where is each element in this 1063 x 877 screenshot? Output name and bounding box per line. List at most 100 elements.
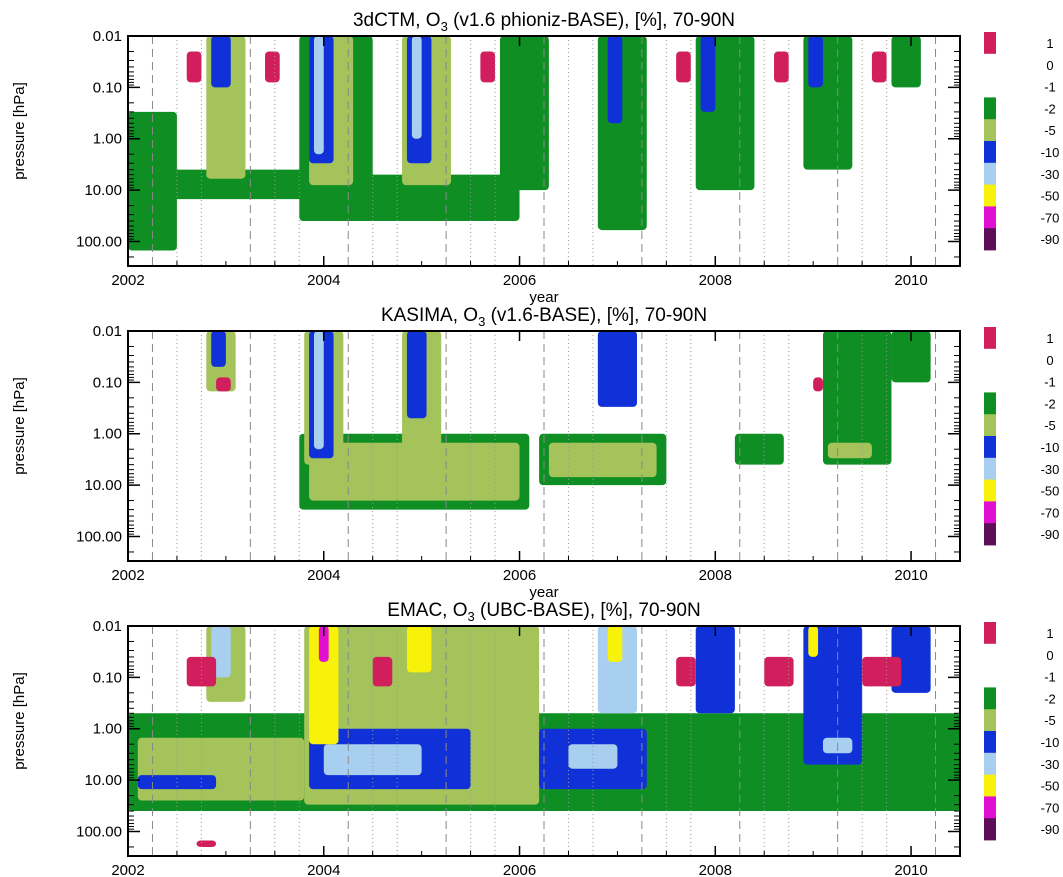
- y-tick-label: 100.00: [76, 528, 122, 545]
- x-tick-label: 2006: [503, 567, 536, 584]
- contour-region: [548, 442, 657, 478]
- y-axis-label: pressure [hPa]: [11, 82, 28, 180]
- colorbar-label: -50: [1041, 779, 1060, 794]
- y-tick-label: 0.01: [93, 28, 122, 45]
- contour-region: [734, 433, 784, 465]
- y-tick-label: 0.10: [93, 669, 122, 686]
- colorbar-segment: [984, 479, 996, 502]
- colorbar-segment: [984, 414, 996, 437]
- contour-region: [186, 51, 202, 83]
- y-tick-label: 10.00: [84, 772, 122, 789]
- y-tick-label: 10.00: [84, 182, 122, 199]
- y-tick-label: 1.00: [93, 426, 122, 443]
- contour-region: [774, 51, 789, 83]
- contour-region: [822, 331, 892, 465]
- x-tick-label: 2010: [894, 567, 927, 584]
- y-tick-label: 0.10: [93, 374, 122, 391]
- colorbar-segment: [984, 774, 996, 797]
- colorbar-segment: [984, 162, 996, 185]
- y-tick-label: 10.00: [84, 477, 122, 494]
- contour-region: [309, 626, 339, 745]
- contour-region: [318, 626, 329, 662]
- x-tick-label: 2002: [111, 272, 144, 289]
- colorbar-label: -10: [1041, 735, 1060, 750]
- colorbar-label: -70: [1041, 505, 1060, 520]
- y-tick-label: 0.01: [93, 323, 122, 340]
- colorbar-segment: [984, 75, 996, 98]
- contour-region: [196, 840, 217, 847]
- colorbar: 1 0 -1 -2 -5 -10 -30 -50 -70 -90: [984, 327, 1060, 546]
- y-tick-label: 100.00: [76, 823, 122, 840]
- x-tick-label: 2006: [503, 272, 536, 289]
- colorbar-segment: [984, 370, 996, 393]
- colorbar-label: -30: [1041, 462, 1060, 477]
- x-tick-label: 2002: [111, 862, 144, 877]
- colorbar-label: -10: [1041, 440, 1060, 455]
- contour-region: [568, 744, 618, 769]
- contour-region: [607, 36, 623, 124]
- colorbar-segment: [984, 818, 996, 841]
- contour-region: [607, 626, 623, 662]
- colorbar-label: -90: [1041, 527, 1060, 542]
- colorbar-label: -2: [1044, 101, 1056, 116]
- colorbar-label: -70: [1041, 800, 1060, 815]
- contour-region: [480, 51, 496, 83]
- x-tick-label: 2010: [894, 862, 927, 877]
- plot-area: [128, 331, 960, 561]
- contour-region: [211, 331, 226, 367]
- x-tick-label: 2002: [111, 567, 144, 584]
- chart-title: EMAC, O3 (UBC-BASE), [%], 70-90N: [387, 600, 700, 624]
- colorbar-segment: [984, 97, 996, 120]
- colorbar-segment: [984, 523, 996, 546]
- colorbar-segment: [984, 731, 996, 754]
- contour-region: [265, 51, 280, 83]
- contour-region: [167, 169, 305, 200]
- colorbar-label: -30: [1041, 757, 1060, 772]
- plot-frame: [127, 625, 961, 857]
- colorbar-segment: [984, 643, 996, 666]
- plot-area: [128, 626, 960, 856]
- y-tick-label: 100.00: [76, 233, 122, 250]
- plot-area: [128, 36, 960, 266]
- contour-region: [695, 626, 735, 714]
- x-tick-label: 2006: [503, 862, 536, 877]
- contour-region: [862, 656, 902, 687]
- y-tick-label: 1.00: [93, 721, 122, 738]
- colorbar-label: -1: [1044, 375, 1056, 390]
- colorbar: 1 0 -1 -2 -5 -10 -30 -50 -70 -90: [984, 622, 1060, 841]
- contour-region: [406, 626, 432, 673]
- contour-region: [803, 626, 863, 765]
- colorbar-segment: [984, 392, 996, 415]
- colorbar-label: -50: [1041, 484, 1060, 499]
- colorbar-segment: [984, 119, 996, 142]
- colorbar-label: -90: [1041, 232, 1060, 247]
- colorbar-label: 0: [1046, 353, 1053, 368]
- contour-region: [406, 331, 427, 419]
- contour-region: [813, 377, 823, 392]
- plot-frame: [127, 35, 961, 267]
- chart-panel-1: 2002 2004 2006 2008 2010 0.01 0.10 1.00 10.00 100…: [11, 10, 1059, 306]
- contour-region: [597, 331, 637, 407]
- contour-region: [313, 36, 324, 155]
- contour-region: [808, 626, 819, 657]
- colorbar-segment: [984, 141, 996, 164]
- colorbar-label: 0: [1046, 648, 1053, 663]
- contour-region: [764, 656, 794, 687]
- colorbar-label: 1: [1046, 626, 1053, 641]
- colorbar-segment: [984, 348, 996, 371]
- y-tick-label: 0.01: [93, 618, 122, 635]
- contour-region: [372, 656, 393, 687]
- x-axis-label: year: [529, 584, 558, 601]
- colorbar-segment: [984, 327, 996, 350]
- contour-region: [309, 442, 520, 501]
- x-tick-label: 2004: [307, 862, 340, 877]
- colorbar-segment: [984, 796, 996, 819]
- contour-region: [362, 174, 520, 222]
- contour-region: [323, 744, 422, 776]
- chart-panel-3: 2002 2004 2006 2008 2010 0.01 0.10 1.00 10.00 100…: [11, 600, 1059, 877]
- x-tick-label: 2004: [307, 272, 340, 289]
- y-tick-label: 1.00: [93, 131, 122, 148]
- contour-region: [313, 331, 324, 450]
- contour-region: [676, 656, 696, 687]
